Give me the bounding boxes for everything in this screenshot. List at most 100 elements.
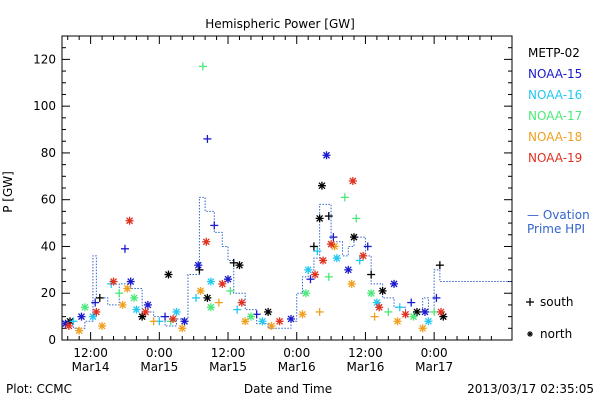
marker-north-d2 (203, 294, 211, 302)
chart-title: Hemispheric Power [GW] (205, 17, 355, 31)
marker-north-d2 (316, 214, 324, 222)
marker-north-d2 (197, 287, 205, 295)
marker-south (313, 247, 322, 256)
legend-item-noaa-17: NOAA-17 (528, 109, 582, 123)
marker-north (80, 303, 89, 312)
marker-south (352, 214, 361, 223)
marker-south (120, 244, 129, 253)
marker-south (191, 293, 200, 302)
marker-north (88, 312, 97, 321)
marker-north (401, 310, 410, 319)
plot-frame (61, 35, 513, 341)
marker-south (149, 317, 158, 326)
marker-north (98, 321, 107, 330)
marker-north (287, 314, 296, 323)
marker-north-d2 (318, 182, 326, 190)
marker-south (363, 242, 372, 251)
footer-timestamp: 2013/03/17 02:35:05 (467, 382, 594, 396)
marker-north (180, 317, 189, 326)
marker-north (206, 277, 215, 286)
marker-north (118, 300, 127, 309)
marker-north (393, 317, 402, 326)
marker-north-d2 (375, 303, 383, 311)
marker-north (125, 216, 134, 225)
marker-north (138, 312, 147, 321)
marker-south (324, 272, 333, 281)
marker-north (424, 317, 433, 326)
marker-north-d2 (98, 322, 106, 330)
y-tick-label: 0 (48, 333, 56, 347)
marker-south (324, 212, 333, 221)
marker-north (319, 256, 328, 265)
marker-north (141, 307, 150, 316)
marker-north-d2 (264, 308, 272, 316)
marker-north (178, 324, 187, 333)
marker-north (378, 286, 387, 295)
x-tick-label-date: Mar16 (346, 360, 384, 374)
marker-south (95, 293, 104, 302)
y-axis-label: P [GW] (1, 171, 15, 213)
marker-south (226, 286, 235, 295)
marker-north-d2 (373, 299, 381, 307)
marker-north-d2 (126, 217, 134, 225)
marker-south (210, 221, 219, 230)
marker-north-d2 (241, 317, 249, 325)
marker-north-d2 (178, 324, 186, 332)
marker-south (161, 312, 170, 321)
marker-north (327, 240, 336, 249)
y-tick-label: 80 (41, 146, 56, 160)
legend-item-metp-02: METP-02 (528, 46, 580, 60)
marker-north (203, 293, 212, 302)
marker-north-d2 (359, 252, 367, 260)
y-tick-label: 60 (41, 193, 56, 207)
marker-north-d2 (302, 289, 310, 297)
marker-north (258, 317, 267, 326)
marker-north-d2 (268, 322, 276, 330)
x-tick-label-time: 0:00 (283, 346, 310, 360)
marker-south (329, 233, 338, 242)
x-tick-label-time: 12:00 (348, 346, 383, 360)
legend-ovation-label: Prime HPI (527, 222, 585, 236)
marker-north-d2 (439, 313, 447, 321)
marker-north-d2 (75, 327, 83, 335)
marker-north (235, 261, 244, 270)
marker-north (348, 176, 357, 185)
marker-north (237, 298, 246, 307)
marker-south (384, 307, 393, 316)
marker-south (395, 303, 404, 312)
marker-north-d2 (207, 278, 215, 285)
marker-north-d2 (194, 261, 202, 269)
y-tick-label: 40 (41, 239, 56, 253)
x-axis-label: Date and Time (244, 382, 332, 396)
marker-north (75, 326, 84, 335)
marker-north-d2 (236, 261, 243, 269)
marker-north (412, 307, 421, 316)
marker-north-d2 (65, 322, 73, 330)
marker-north (367, 289, 376, 298)
marker-south (203, 134, 212, 143)
marker-north (77, 312, 86, 321)
marker-north (359, 251, 368, 260)
marker-north-d2 (181, 317, 188, 325)
x-tick-label-date: Mar15 (140, 360, 178, 374)
marker-south (306, 275, 315, 284)
marker-south (91, 298, 100, 307)
marker-south (367, 270, 376, 279)
marker-south (233, 305, 242, 314)
marker-north (418, 324, 427, 333)
marker-north (390, 279, 399, 288)
marker-north-d2 (390, 280, 398, 288)
plot-area: 02040608010012012:00Mar140:00Mar1512:00M… (33, 35, 513, 374)
marker-south (432, 293, 441, 302)
marker-north (132, 305, 141, 314)
marker-south (355, 256, 364, 265)
marker-north-d2 (238, 299, 246, 307)
marker-north (409, 312, 418, 321)
marker-north-d2 (344, 266, 352, 274)
marker-north-d2 (224, 275, 232, 283)
marker-south (198, 62, 207, 71)
x-tick-label-time: 0:00 (146, 346, 173, 360)
marker-north-d2 (165, 271, 172, 278)
x-tick-label-date: Mar14 (72, 360, 110, 374)
